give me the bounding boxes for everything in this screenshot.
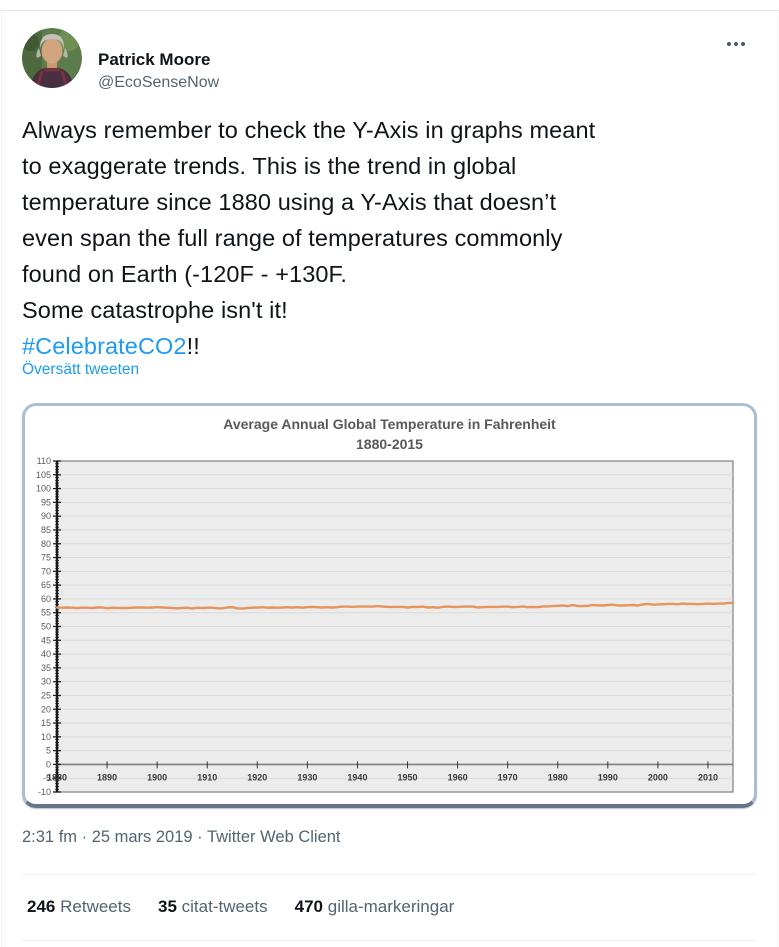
svg-text:70: 70 — [41, 566, 51, 576]
svg-text:100: 100 — [36, 484, 51, 494]
svg-text:60: 60 — [41, 594, 51, 604]
svg-text:1890: 1890 — [97, 772, 117, 782]
svg-text:1930: 1930 — [297, 772, 317, 782]
svg-text:-5: -5 — [43, 773, 51, 783]
tweet-text: Always remember to check the Y-Axis in g… — [22, 112, 759, 364]
svg-text:2010: 2010 — [698, 772, 718, 782]
like-count: 470 — [294, 897, 323, 916]
like-stat[interactable]: 470 gilla-markeringar — [295, 897, 455, 917]
retweet-label: Retweets — [60, 897, 131, 916]
svg-text:1970: 1970 — [498, 772, 518, 782]
svg-text:85: 85 — [41, 525, 51, 535]
more-ellipsis-icon — [734, 42, 738, 46]
quote-tweet-stat[interactable]: 35 citat-tweets — [158, 897, 268, 917]
svg-text:80: 80 — [41, 539, 51, 549]
divider — [22, 874, 757, 875]
page-left-edge — [1, 10, 2, 947]
tweet-text-segment: Always remember to check the Y-Axis in g… — [22, 117, 596, 323]
svg-text:-10: -10 — [38, 787, 51, 797]
svg-text:1980: 1980 — [548, 772, 568, 782]
svg-text:50: 50 — [41, 622, 51, 632]
svg-text:0: 0 — [46, 759, 51, 769]
svg-text:1900: 1900 — [147, 772, 167, 782]
temperature-chart-svg: -10 -5 0 5 10 15 20 25 30 35 40 45 50 55 60 65 70 75 80 85 9… — [36, 456, 735, 797]
svg-text:65: 65 — [41, 580, 51, 590]
svg-text:2000: 2000 — [648, 772, 668, 782]
svg-text:45: 45 — [41, 635, 51, 645]
more-button[interactable] — [723, 38, 749, 50]
avatar-photo — [22, 28, 82, 88]
tweet-top-border — [0, 10, 779, 11]
stats-row: 246 Retweets 35 citat-tweets 470 gilla-m… — [27, 897, 454, 917]
embedded-chart-image[interactable]: Average Annual Global Temperature in Fah… — [22, 403, 757, 808]
quote-count: 35 — [157, 897, 177, 916]
svg-text:10: 10 — [41, 732, 51, 742]
more-ellipsis-icon — [741, 42, 745, 46]
svg-text:1910: 1910 — [197, 772, 217, 782]
svg-text:1940: 1940 — [347, 772, 367, 782]
avatar[interactable] — [22, 28, 82, 88]
svg-text:105: 105 — [36, 470, 51, 480]
svg-text:95: 95 — [41, 497, 51, 507]
tweet-text-segment: !! — [186, 333, 200, 359]
svg-text:55: 55 — [41, 608, 51, 618]
svg-text:90: 90 — [41, 511, 51, 521]
hashtag-link[interactable]: #CelebrateCO2 — [22, 333, 187, 359]
svg-text:110: 110 — [37, 456, 51, 466]
svg-text:25: 25 — [41, 690, 51, 700]
display-name[interactable]: Patrick Moore — [98, 50, 211, 69]
svg-text:35: 35 — [41, 663, 51, 673]
user-handle[interactable]: @EcoSenseNow — [98, 74, 220, 91]
svg-text:1960: 1960 — [448, 772, 468, 782]
user-identity[interactable]: Patrick Moore @EcoSenseNow — [98, 49, 219, 93]
quote-label: citat-tweets — [181, 897, 268, 916]
svg-text:20: 20 — [41, 704, 51, 714]
divider — [22, 940, 757, 941]
svg-text:40: 40 — [41, 649, 51, 659]
svg-text:5: 5 — [46, 746, 51, 756]
svg-text:15: 15 — [41, 718, 51, 728]
chart-title: Average Annual Global Temperature in Fah… — [223, 416, 556, 432]
translate-tweet-link[interactable]: Översätt tweeten — [22, 361, 140, 378]
chart-subtitle: 1880-2015 — [356, 436, 423, 452]
retweet-count: 246 — [27, 897, 56, 916]
svg-text:1920: 1920 — [247, 772, 267, 782]
svg-text:75: 75 — [41, 553, 51, 563]
page-right-edge — [777, 10, 778, 947]
svg-text:1990: 1990 — [598, 772, 618, 782]
more-ellipsis-icon — [727, 42, 731, 46]
svg-text:30: 30 — [41, 677, 51, 687]
svg-text:1950: 1950 — [398, 772, 418, 782]
like-label: gilla-markeringar — [327, 897, 455, 916]
svg-text:1880: 1880 — [47, 772, 67, 782]
retweet-stat[interactable]: 246 Retweets — [27, 897, 131, 917]
tweet-timestamp[interactable]: 2:31 fm · 25 mars 2019 · Twitter Web Cli… — [22, 828, 341, 846]
